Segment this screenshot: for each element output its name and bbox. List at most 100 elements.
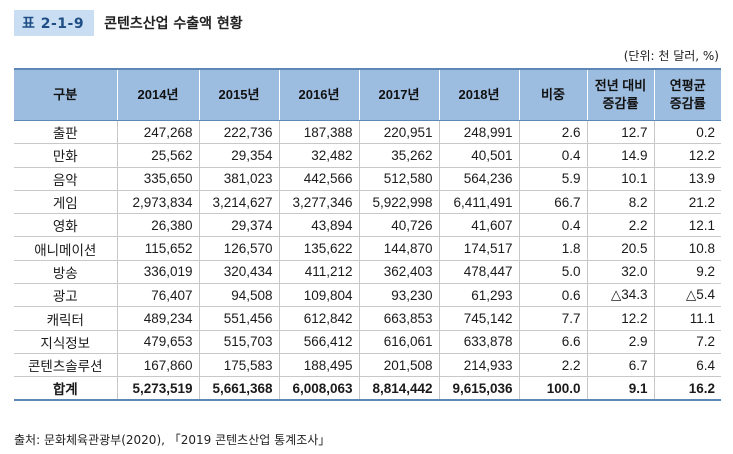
total-cell: 8,814,442 <box>358 376 439 402</box>
column-header-line: 증감률 <box>669 96 706 111</box>
table-cell: 320,434 <box>198 260 279 285</box>
table-cell: 144,870 <box>358 236 439 261</box>
column-header: 2016년 <box>278 68 359 121</box>
column-header-line: 연평균 <box>669 78 706 93</box>
table-cell: 5,922,998 <box>358 190 439 215</box>
table-cell: 0.4 <box>518 143 587 168</box>
column-header: 2017년 <box>358 68 439 121</box>
table-cell: 7.2 <box>653 330 721 354</box>
table-cell: 335,650 <box>116 167 199 191</box>
table-cell: 248,991 <box>438 120 519 145</box>
table-cell: 12.7 <box>586 120 654 145</box>
table-row: 게임 2,973,834 3,214,627 3,277,346 5,922,998 6,… <box>14 190 721 215</box>
table-cell: 6.4 <box>653 353 721 378</box>
table-cell: 40,501 <box>438 143 519 168</box>
table-cell: 336,019 <box>116 260 199 285</box>
column-header-line: 증감률 <box>602 96 639 111</box>
table-cell: 188,495 <box>278 353 359 378</box>
table-cell: 201,508 <box>358 353 439 378</box>
row-category: 게임 <box>14 190 117 215</box>
table-row: 출판 247,268 222,736 187,388 220,951 248,991 2.6… <box>14 120 721 145</box>
table-cell: 2.9 <box>586 330 654 354</box>
row-category: 영화 <box>14 213 117 238</box>
total-cell: 6,008,063 <box>278 376 359 402</box>
table-title: 콘텐츠산업 수출액 현황 <box>104 16 243 32</box>
table-cell: 11.1 <box>653 306 721 331</box>
table-row: 콘텐츠솔루션 167,860 175,583 188,495 201,508 214,93… <box>14 353 721 378</box>
row-category: 출판 <box>14 120 117 145</box>
table-cell: 0.4 <box>518 213 587 238</box>
table-cell: 32.0 <box>586 260 654 285</box>
table-cell: 616,061 <box>358 330 439 354</box>
table-cell: 26,380 <box>116 213 199 238</box>
table-cell: 512,580 <box>358 167 439 191</box>
table-row: 애니메이션 115,652 126,570 135,622 144,870 174,517… <box>14 236 721 261</box>
table-cell: 29,374 <box>198 213 279 238</box>
table-cell: 247,268 <box>116 120 199 145</box>
table-cell: 220,951 <box>358 120 439 145</box>
table-cell: 3,277,346 <box>278 190 359 215</box>
table-cell: 20.5 <box>586 236 654 261</box>
table-cell: 93,230 <box>358 283 439 308</box>
table-cell: 43,894 <box>278 213 359 238</box>
table-cell: 135,622 <box>278 236 359 261</box>
table-cell: 115,652 <box>116 236 199 261</box>
table-cell: 66.7 <box>518 190 587 215</box>
table-row: 지식정보 479,653 515,703 566,412 616,061 633,878 6… <box>14 330 721 354</box>
table-cell: 21.2 <box>653 190 721 215</box>
table-cell: 14.9 <box>586 143 654 168</box>
total-cell: 16.2 <box>653 376 721 402</box>
table-cell: 12.2 <box>653 143 721 168</box>
table-cell: 6.6 <box>518 330 587 354</box>
table-cell: 633,878 <box>438 330 519 354</box>
table-cell: 6,411,491 <box>438 190 519 215</box>
export-table: 구분 2014년 2015년 2016년 2017년 2018년 비중 전년 대비 증감률 연평균… <box>14 68 721 402</box>
table-cell: 2.2 <box>518 353 587 378</box>
table-cell: 29,354 <box>198 143 279 168</box>
table-row: 만화 25,562 29,354 32,482 35,262 40,501 0.4 14.9 1… <box>14 143 721 168</box>
table-cell: 3,214,627 <box>198 190 279 215</box>
total-cell: 5,273,519 <box>116 376 199 402</box>
table-cell: 109,804 <box>278 283 359 308</box>
table-cell: 25,562 <box>116 143 199 168</box>
table-cell: 564,236 <box>438 167 519 191</box>
row-category: 콘텐츠솔루션 <box>14 353 117 378</box>
row-category: 애니메이션 <box>14 236 117 261</box>
row-category: 광고 <box>14 283 117 308</box>
row-category: 캐릭터 <box>14 306 117 331</box>
column-header: 비중 <box>518 68 587 121</box>
table-cell: 61,293 <box>438 283 519 308</box>
table-cell: 2.2 <box>586 213 654 238</box>
table-row: 광고 76,407 94,508 109,804 93,230 61,293 0.6 △34.… <box>14 283 721 308</box>
row-category: 만화 <box>14 143 117 168</box>
table-cell: 479,653 <box>116 330 199 354</box>
table-header-row: 구분 2014년 2015년 2016년 2017년 2018년 비중 전년 대비 증감률 연평균… <box>14 68 721 121</box>
table-number-badge: 표 2-1-9 <box>14 10 95 36</box>
table-cell: 12.1 <box>653 213 721 238</box>
table-cell: 442,566 <box>278 167 359 191</box>
table-cell: 32,482 <box>278 143 359 168</box>
column-header: 전년 대비 증감률 <box>586 68 654 121</box>
table-cell: 94,508 <box>198 283 279 308</box>
table-cell: 0.6 <box>518 283 587 308</box>
table-row: 방송 336,019 320,434 411,212 362,403 478,447 5.0… <box>14 260 721 285</box>
column-header: 2014년 <box>116 68 199 121</box>
table-cell: 566,412 <box>278 330 359 354</box>
row-category: 방송 <box>14 260 117 285</box>
table-cell: 214,933 <box>438 353 519 378</box>
table-cell: 5.0 <box>518 260 587 285</box>
table-cell: 489,234 <box>116 306 199 331</box>
table-cell: 362,403 <box>358 260 439 285</box>
table-cell: 1.8 <box>518 236 587 261</box>
table-cell: 478,447 <box>438 260 519 285</box>
total-cell: 9,615,036 <box>438 376 519 402</box>
table-cell: 167,860 <box>116 353 199 378</box>
column-header: 2018년 <box>438 68 519 121</box>
table-cell: 663,853 <box>358 306 439 331</box>
table-cell: 35,262 <box>358 143 439 168</box>
total-row: 합계 5,273,519 5,661,368 6,008,063 8,814,442 9,… <box>14 376 721 402</box>
table-cell: 187,388 <box>278 120 359 145</box>
table-cell: 222,736 <box>198 120 279 145</box>
table-cell: 8.2 <box>586 190 654 215</box>
